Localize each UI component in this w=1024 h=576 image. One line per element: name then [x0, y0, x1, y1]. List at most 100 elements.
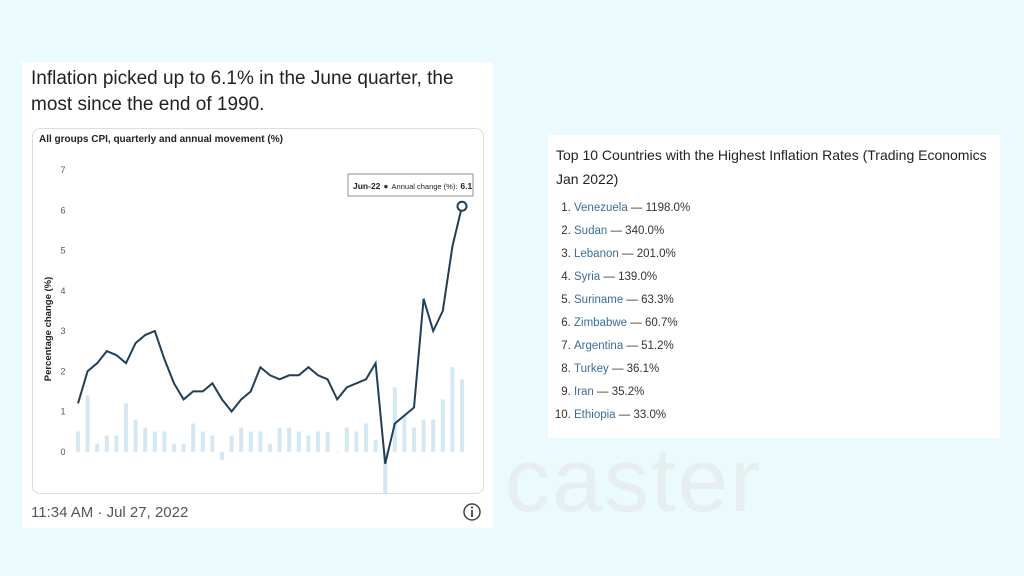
inflation-rate: 139.0% — [618, 271, 658, 283]
bar — [268, 443, 272, 452]
list-item: Iran — 35.2% — [574, 381, 690, 404]
bar — [229, 435, 234, 452]
bar — [412, 427, 416, 452]
chart-frame: All groups CPI, quarterly and annual mov… — [32, 128, 484, 494]
bar — [220, 451, 224, 460]
separator: — — [630, 317, 642, 329]
bar — [258, 431, 263, 452]
y-axis-label: Percentage change (%) — [43, 277, 54, 382]
timestamp: 11:34 AM · Jul 27, 2022 — [31, 504, 189, 521]
list-item: Zimbabwe — 60.7% — [574, 312, 690, 335]
tooltip: Jun-22 ● Annual change (%): 6.1 — [347, 173, 474, 197]
list-item: Syria — 139.0% — [574, 266, 690, 289]
tooltip-text: Jun-22 ● Annual change (%): 6.1 — [353, 181, 473, 191]
list-item: Suriname — 63.3% — [574, 289, 690, 312]
y-tick-label: 0 — [60, 447, 65, 457]
country-list: Venezuela — 1198.0%Sudan — 340.0%Lebanon… — [548, 197, 690, 427]
inflation-rate: 35.2% — [611, 386, 645, 398]
chart-title: All groups CPI, quarterly and annual mov… — [39, 134, 283, 145]
bar — [133, 419, 138, 452]
bar — [460, 379, 464, 452]
y-tick-label: 7 — [60, 165, 65, 175]
country-link[interactable]: Sudan — [574, 225, 608, 237]
bar — [76, 431, 80, 452]
bar — [104, 435, 109, 452]
chart: All groups CPI, quarterly and annual mov… — [39, 134, 474, 493]
bar — [239, 427, 244, 452]
list-item: Ethiopia — 33.0% — [574, 404, 690, 427]
list-card: Top 10 Countries with the Highest Inflat… — [548, 135, 1000, 438]
inflation-rate: 36.1% — [626, 363, 660, 375]
inflation-rate: 1198.0% — [645, 202, 691, 214]
bar — [392, 387, 397, 452]
tooltip-category: Jun-22 — [353, 181, 381, 191]
tooltip-box — [347, 173, 474, 197]
country-link[interactable]: Suriname — [574, 294, 624, 306]
bar — [95, 443, 100, 452]
country-link[interactable]: Venezuela — [574, 202, 628, 214]
bar — [373, 439, 378, 452]
country-link[interactable]: Syria — [574, 271, 601, 283]
y-tick-label: 4 — [60, 286, 65, 296]
list-item: Lebanon — 201.0% — [574, 243, 690, 266]
bar — [191, 423, 196, 452]
separator: — — [626, 294, 638, 306]
bar — [402, 415, 407, 452]
country-link[interactable]: Turkey — [574, 363, 609, 375]
y-tick-label: 3 — [60, 326, 65, 336]
country-link[interactable]: Lebanon — [574, 248, 619, 260]
separator: — — [630, 202, 643, 214]
bar — [431, 419, 436, 452]
bar — [421, 419, 426, 452]
y-tick-label: 2 — [60, 366, 65, 376]
post-card: Inflation picked up to 6.1% in the June … — [22, 62, 493, 528]
separator: — — [611, 363, 624, 375]
bar — [440, 399, 445, 452]
bar — [124, 403, 128, 452]
bar — [200, 431, 205, 452]
list-item: Sudan — 340.0% — [574, 220, 690, 243]
bar — [210, 435, 215, 452]
country-link[interactable]: Ethiopia — [574, 409, 616, 421]
separator: — — [597, 386, 609, 398]
bar — [143, 427, 148, 452]
bar — [450, 367, 455, 452]
bar — [287, 427, 292, 452]
tooltip-dot: ● — [383, 181, 388, 191]
inflation-rate: 63.3% — [641, 294, 674, 306]
separator: — — [603, 271, 615, 283]
bar — [344, 427, 349, 452]
bar — [296, 431, 301, 452]
bar — [114, 435, 119, 452]
list-item: Turkey — 36.1% — [574, 358, 690, 381]
highlight-point — [456, 200, 468, 212]
country-link[interactable]: Iran — [574, 386, 594, 398]
list-item: Venezuela — 1198.0% — [574, 197, 690, 220]
inflation-rate: 51.2% — [641, 340, 674, 352]
info-icon[interactable] — [462, 502, 482, 522]
bar — [152, 431, 157, 452]
bar — [364, 423, 368, 452]
line — [77, 205, 463, 465]
country-link[interactable]: Argentina — [574, 340, 624, 352]
bar — [162, 431, 167, 452]
list-item: Argentina — 51.2% — [574, 335, 690, 358]
watermark: caster — [505, 431, 763, 531]
separator: — — [621, 248, 634, 260]
list-title: Top 10 Countries with the Highest Inflat… — [556, 147, 987, 187]
inflation-rate: 340.0% — [625, 225, 665, 237]
bar — [248, 431, 253, 452]
separator: — — [626, 340, 638, 352]
bar — [335, 451, 340, 453]
y-tick-label: 5 — [60, 246, 65, 256]
y-tick-label: 1 — [60, 407, 65, 417]
inflation-rate: 33.0% — [633, 409, 667, 421]
separator: — — [618, 409, 631, 421]
bar — [306, 435, 311, 452]
inflation-rate: 201.0% — [636, 248, 676, 260]
bar — [354, 431, 359, 452]
bar — [172, 443, 176, 452]
country-link[interactable]: Zimbabwe — [574, 317, 628, 329]
inflation-rate: 60.7% — [644, 317, 678, 329]
